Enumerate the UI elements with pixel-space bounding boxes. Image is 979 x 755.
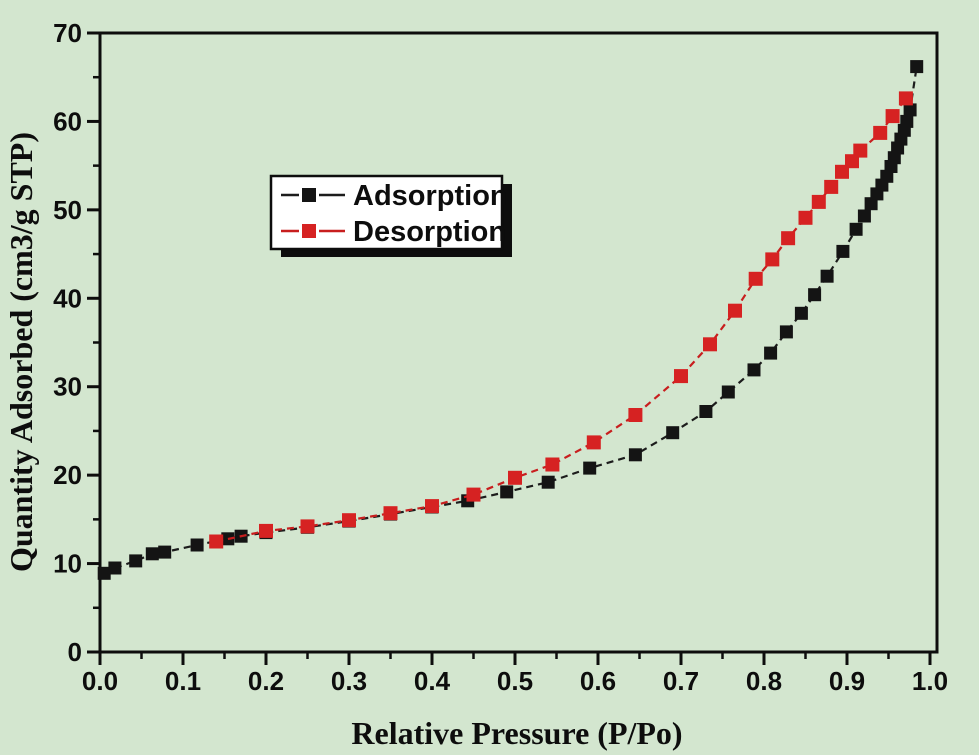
x-tick-label: 0.2	[248, 666, 284, 696]
desorption-marker	[824, 179, 839, 194]
adsorption-marker	[836, 244, 850, 258]
desorption-marker	[425, 499, 439, 514]
adsorption-marker	[857, 209, 871, 223]
desorption-marker	[798, 210, 813, 225]
adsorption-marker	[721, 385, 735, 399]
legend-entry-adsorption: Adsorption	[281, 180, 508, 212]
adsorption-marker	[666, 426, 680, 440]
adsorption-marker	[900, 114, 914, 128]
y-tick-label: 60	[53, 106, 82, 136]
desorption-marker	[728, 303, 742, 318]
adsorption-marker	[221, 532, 235, 546]
adsorption-marker	[808, 288, 822, 302]
desorption-marker	[853, 143, 868, 158]
adsorption-marker	[628, 448, 642, 462]
legend-entry-desorption: Desorption	[281, 216, 506, 248]
y-axis-title: Quantity Adsorbed (cm3/g STP)	[3, 132, 39, 572]
adsorption-marker	[849, 222, 863, 236]
adsorption-marker	[108, 561, 122, 575]
y-tick-label: 0	[68, 637, 82, 667]
y-tick-label: 70	[53, 18, 82, 48]
desorption-marker	[781, 231, 796, 246]
adsorption-marker	[158, 545, 172, 559]
adsorption-marker	[583, 461, 597, 475]
y-tick-label: 30	[53, 372, 82, 402]
x-tick-label: 0.3	[331, 666, 367, 696]
adsorption-marker-sample	[302, 188, 316, 202]
adsorption-marker	[864, 197, 878, 211]
legend: Adsorption Desorption	[269, 174, 512, 257]
x-tick-label: 1.0	[912, 666, 948, 696]
desorption-marker	[873, 125, 888, 140]
x-tick-label: 0.6	[580, 666, 616, 696]
data-series	[97, 60, 924, 580]
desorption-marker	[835, 164, 849, 179]
x-axis-title: Relative Pressure (P/Po)	[351, 715, 682, 751]
y-tick-label: 50	[53, 195, 82, 225]
desorption-marker	[586, 435, 601, 450]
y-tick-label: 20	[53, 460, 82, 490]
adsorption-marker	[145, 547, 159, 561]
desorption-marker	[300, 519, 315, 534]
adsorption-marker	[541, 475, 555, 489]
adsorption-marker	[129, 554, 143, 568]
x-tick-label: 0.4	[414, 666, 451, 696]
desorption-marker	[342, 513, 356, 528]
adsorption-marker	[779, 325, 793, 339]
desorption-marker	[259, 523, 273, 538]
desorption-marker	[748, 271, 763, 286]
adsorption-marker	[880, 169, 894, 183]
plot-area-border	[98, 31, 939, 654]
adsorption-marker	[764, 346, 778, 360]
adsorption-marker	[910, 60, 924, 74]
x-tick-label: 0.0	[82, 666, 118, 696]
desorption-line	[215, 97, 907, 543]
desorption-marker	[811, 194, 826, 209]
desorption-marker	[898, 91, 913, 106]
desorption-marker-sample	[302, 224, 316, 238]
adsorption-marker	[747, 363, 761, 377]
series-desorption	[209, 91, 913, 549]
desorption-marker	[508, 470, 522, 485]
x-tick-label: 0.8	[746, 666, 782, 696]
adsorption-marker	[699, 405, 713, 418]
y-tick-label: 10	[53, 549, 82, 579]
desorption-marker	[545, 457, 560, 472]
desorption-marker	[383, 506, 398, 521]
desorption-marker	[674, 369, 688, 384]
desorption-marker	[885, 109, 900, 124]
series-adsorption	[97, 60, 924, 580]
x-tick-label: 0.9	[829, 666, 865, 696]
adsorption-marker	[820, 269, 834, 283]
adsorption-marker	[903, 103, 917, 117]
desorption-marker	[703, 337, 717, 352]
desorption-marker	[845, 154, 859, 169]
legend-label-desorption: Desorption	[353, 216, 506, 248]
adsorption-marker	[190, 538, 204, 552]
legend-label-adsorption: Adsorption	[353, 180, 508, 212]
desorption-marker	[466, 487, 481, 502]
desorption-marker	[628, 408, 643, 422]
desorption-marker	[765, 252, 780, 267]
x-tick-label: 0.1	[165, 666, 201, 696]
axis-ticks: 0.0 0.1 0.2 0.3 0.4 0.5 0.6 0.7 0.8 0.9 1.0 0 10 20 30…	[53, 18, 948, 696]
x-tick-label: 0.5	[497, 666, 533, 696]
adsorption-marker	[97, 566, 111, 580]
x-tick-label: 0.7	[663, 666, 699, 696]
adsorption-marker	[500, 485, 514, 499]
adsorption-marker	[794, 306, 808, 320]
desorption-marker	[209, 534, 224, 549]
y-tick-label: 40	[53, 283, 82, 313]
